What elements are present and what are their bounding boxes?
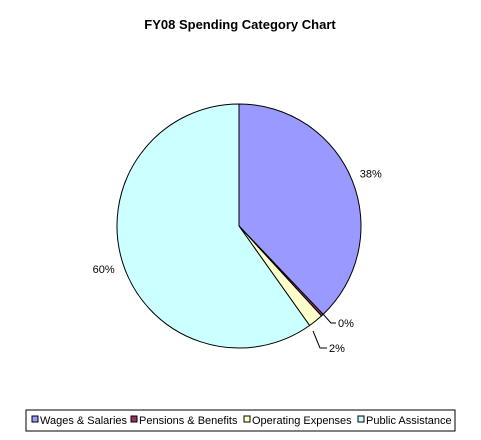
legend-swatch-operating-expenses bbox=[243, 415, 251, 423]
legend-label-operating-expenses: Operating Expenses bbox=[252, 415, 352, 427]
slice-label-operating-expenses: 2% bbox=[329, 343, 345, 355]
pie-slice-public-assistance bbox=[116, 103, 311, 349]
legend-swatch-pensions-benefits bbox=[130, 415, 138, 423]
legend-label-wages-salaries: Wages & Salaries bbox=[40, 415, 128, 427]
legend-box bbox=[25, 409, 456, 432]
leader-line-pensions-benefits bbox=[322, 313, 336, 324]
pie-labels: 38% 0% 2% 60% bbox=[93, 168, 382, 355]
leader-line-operating-expenses bbox=[312, 330, 327, 349]
chart-title: FY08 Spending Category Chart bbox=[144, 17, 336, 32]
chart-legend: Wages & Salaries Pensions & Benefits Opera… bbox=[25, 409, 456, 432]
legend-swatch-public-assistance bbox=[357, 415, 365, 423]
legend-label-public-assistance: Public Assistance bbox=[366, 415, 452, 427]
slice-label-pensions-benefits: 0% bbox=[338, 318, 354, 330]
pie-slices bbox=[116, 103, 362, 349]
pie-slice-wages-salaries bbox=[238, 103, 362, 316]
legend-swatch-wages-salaries bbox=[31, 415, 39, 423]
slice-label-public-assistance: 60% bbox=[93, 264, 115, 276]
legend-label-pensions-benefits: Pensions & Benefits bbox=[139, 415, 238, 427]
slice-label-wages-salaries: 38% bbox=[360, 168, 382, 180]
